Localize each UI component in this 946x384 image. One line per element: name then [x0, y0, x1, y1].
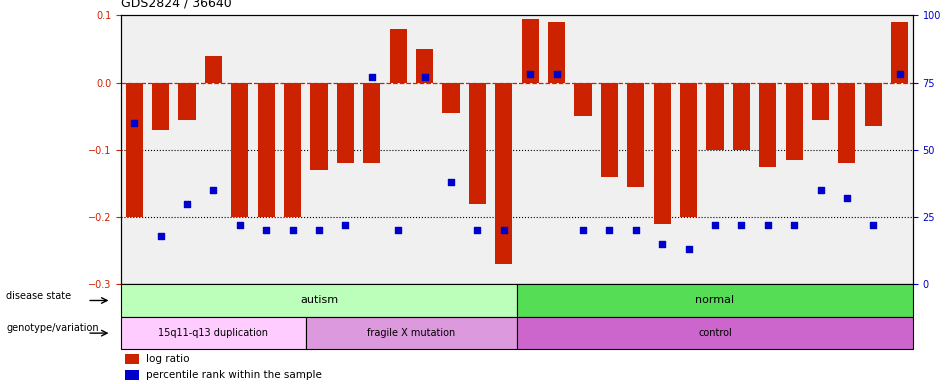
Text: control: control — [698, 328, 732, 338]
Bar — [733, 83, 750, 150]
Bar — [891, 22, 908, 83]
Point — [417, 74, 432, 80]
Bar — [548, 22, 565, 83]
Point — [258, 227, 273, 233]
Bar — [654, 83, 671, 224]
Point — [470, 227, 485, 233]
Bar — [284, 83, 301, 217]
Point — [575, 227, 590, 233]
Bar — [865, 83, 882, 126]
Point — [180, 200, 195, 207]
Bar — [310, 83, 327, 170]
Point — [866, 222, 881, 228]
Point — [522, 71, 537, 78]
Text: fragile X mutation: fragile X mutation — [367, 328, 456, 338]
Point — [285, 227, 300, 233]
Bar — [443, 83, 460, 113]
Bar — [337, 83, 354, 163]
Bar — [125, 354, 139, 364]
Bar — [125, 370, 139, 380]
Point — [655, 241, 670, 247]
Point — [364, 74, 379, 80]
Bar — [812, 83, 829, 119]
Point — [444, 179, 459, 185]
Bar — [627, 83, 644, 187]
Text: log ratio: log ratio — [147, 354, 190, 364]
Point — [892, 71, 907, 78]
Bar — [179, 83, 196, 119]
Bar — [759, 83, 777, 167]
Point — [233, 222, 248, 228]
Point — [813, 187, 828, 193]
Bar — [363, 83, 380, 163]
Text: disease state: disease state — [6, 291, 71, 301]
Bar — [517, 317, 913, 349]
Bar — [205, 56, 222, 83]
Text: GDS2824 / 36640: GDS2824 / 36640 — [121, 0, 232, 10]
Bar — [121, 317, 306, 349]
Point — [761, 222, 776, 228]
Bar — [306, 317, 517, 349]
Bar — [231, 83, 249, 217]
Point — [602, 227, 617, 233]
Point — [497, 227, 512, 233]
Bar — [521, 19, 539, 83]
Bar — [390, 29, 407, 83]
Bar — [517, 284, 913, 317]
Bar — [574, 83, 591, 116]
Point — [206, 187, 221, 193]
Point — [708, 222, 723, 228]
Bar — [469, 83, 486, 204]
Bar — [121, 284, 517, 317]
Point — [127, 120, 142, 126]
Text: normal: normal — [695, 295, 734, 306]
Bar — [152, 83, 169, 130]
Bar — [680, 83, 697, 217]
Point — [681, 246, 696, 252]
Bar — [785, 83, 803, 160]
Point — [549, 71, 564, 78]
Bar — [707, 83, 724, 150]
Text: autism: autism — [300, 295, 338, 306]
Text: percentile rank within the sample: percentile rank within the sample — [147, 370, 323, 380]
Bar — [257, 83, 275, 217]
Point — [391, 227, 406, 233]
Point — [628, 227, 643, 233]
Point — [786, 222, 801, 228]
Point — [153, 233, 168, 239]
Bar — [126, 83, 143, 217]
Bar — [495, 83, 513, 264]
Point — [734, 222, 749, 228]
Text: 15q11-q13 duplication: 15q11-q13 duplication — [159, 328, 269, 338]
Bar — [838, 83, 855, 163]
Text: genotype/variation: genotype/variation — [6, 323, 98, 333]
Bar — [601, 83, 618, 177]
Point — [311, 227, 326, 233]
Point — [338, 222, 353, 228]
Bar — [416, 49, 433, 83]
Point — [839, 195, 854, 201]
